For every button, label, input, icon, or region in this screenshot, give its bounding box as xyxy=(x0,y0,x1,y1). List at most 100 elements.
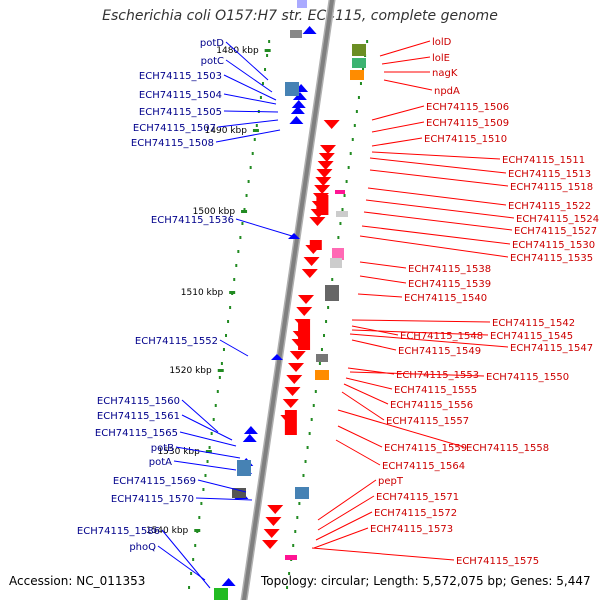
scale-tick xyxy=(217,369,224,372)
scale-tick xyxy=(252,129,259,132)
track-dot xyxy=(210,432,213,435)
track-dot xyxy=(208,446,211,449)
track-dot xyxy=(362,68,365,71)
feature-block xyxy=(335,190,345,194)
minus-strand-gene-block xyxy=(309,240,322,250)
track-dot xyxy=(339,222,342,225)
scale-tick-label: 1530 kbp xyxy=(157,447,200,457)
right-label-leader xyxy=(313,527,369,549)
minus-strand-gene xyxy=(301,269,318,278)
feature-block xyxy=(316,354,328,362)
track-dot xyxy=(357,96,360,99)
track-dot xyxy=(323,334,326,337)
right-gene-label: ECH74115_1539 xyxy=(408,279,491,290)
track-dot xyxy=(202,488,205,491)
track-dot xyxy=(214,404,217,407)
scale-tick-label: 1510 kbp xyxy=(181,288,224,298)
left-label-leader xyxy=(179,431,237,447)
track-dot xyxy=(308,432,311,435)
minus-strand-gene xyxy=(263,529,280,538)
left-label-leader xyxy=(223,74,277,101)
right-gene-label: ECH74115_1575 xyxy=(456,556,539,567)
track-dot xyxy=(190,572,193,575)
minus-strand-gene xyxy=(262,540,279,549)
right-label-leader xyxy=(349,333,509,348)
right-label-leader xyxy=(371,137,423,147)
right-gene-label: ECH74115_1509 xyxy=(426,118,509,129)
plus-strand-gene xyxy=(292,92,307,100)
minus-strand-gene-block xyxy=(316,195,329,215)
right-gene-label: ECH74115_1542 xyxy=(492,318,575,329)
left-label-leader xyxy=(225,59,273,93)
right-label-leader xyxy=(351,329,489,336)
left-gene-label: ECH74115_1570 xyxy=(111,494,194,505)
plus-strand-gene xyxy=(271,354,283,360)
minus-strand-gene xyxy=(309,217,326,226)
right-gene-label: lolE xyxy=(432,53,450,64)
feature-block xyxy=(352,44,366,56)
right-gene-label: ECH74115_1513 xyxy=(508,169,591,180)
genome-backbone xyxy=(241,0,335,600)
plus-strand-gene xyxy=(221,578,236,586)
track-dot xyxy=(345,180,348,183)
feature-block xyxy=(237,460,251,476)
right-label-leader xyxy=(371,105,425,121)
right-label-leader xyxy=(341,391,385,421)
right-gene-label: ECH74115_1572 xyxy=(374,508,457,519)
left-gene-label: ECH74115_1507 xyxy=(133,123,216,134)
minus-strand-gene xyxy=(265,517,282,526)
track-dot xyxy=(204,474,207,477)
minus-strand-gene xyxy=(317,161,334,170)
minus-strand-gene xyxy=(289,351,306,360)
track-dot xyxy=(222,348,225,351)
track-dot xyxy=(298,502,301,505)
feature-block xyxy=(315,370,329,380)
track-dot xyxy=(353,124,356,127)
feature-block xyxy=(330,258,342,268)
scale-tick-label: 1520 kbp xyxy=(169,366,212,376)
right-label-leader xyxy=(367,187,507,206)
right-label-leader xyxy=(369,157,507,174)
right-gene-label: ECH74115_1559 xyxy=(384,443,467,454)
right-label-leader xyxy=(351,339,397,351)
track-dot xyxy=(306,446,309,449)
track-dot xyxy=(227,320,230,323)
track-dot xyxy=(247,180,250,183)
track-dot xyxy=(253,138,256,141)
feature-block xyxy=(214,588,228,600)
track-dot xyxy=(347,166,350,169)
scale-tick-label: 1490 kbp xyxy=(205,126,248,136)
right-gene-label: ECH74115_1522 xyxy=(508,201,591,212)
feature-block xyxy=(297,0,307,8)
plus-strand-gene xyxy=(243,426,258,434)
track-dot xyxy=(359,82,362,85)
right-label-leader xyxy=(337,409,465,448)
track-dot xyxy=(296,516,299,519)
track-dot xyxy=(294,530,297,533)
topology-text: Topology: circular; Length: 5,572,075 bp… xyxy=(261,574,591,588)
track-dot xyxy=(337,236,340,239)
minus-strand-gene xyxy=(315,177,332,186)
left-gene-label: ECH74115_1586 xyxy=(77,526,160,537)
track-dot xyxy=(218,376,221,379)
feature-block xyxy=(332,248,344,260)
right-gene-label: nagK xyxy=(432,68,458,79)
right-gene-label: ECH74115_1548 xyxy=(400,331,483,342)
minus-strand-gene xyxy=(288,363,305,372)
track-dot xyxy=(206,460,209,463)
minus-strand-gene xyxy=(286,375,303,384)
accession-text: Accession: NC_011353 xyxy=(9,574,146,588)
minus-strand-gene xyxy=(284,387,301,396)
minus-strand-gene xyxy=(318,153,335,162)
minus-strand-gene xyxy=(314,185,331,194)
feature-block xyxy=(352,58,366,68)
feature-block xyxy=(336,211,348,217)
track-dot xyxy=(349,152,352,155)
plus-strand-gene xyxy=(302,26,317,34)
track-dot xyxy=(255,124,258,127)
right-gene-label: ECH74115_1571 xyxy=(376,492,459,503)
left-gene-label: potA xyxy=(149,457,172,468)
track-dot xyxy=(341,208,344,211)
right-label-leader xyxy=(315,511,373,541)
